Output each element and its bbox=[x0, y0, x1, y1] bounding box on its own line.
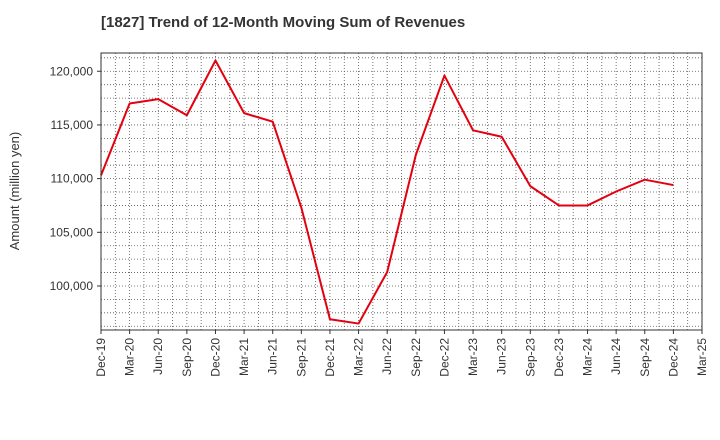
series-line bbox=[100, 59, 674, 325]
x-tick-label: Dec-24 bbox=[666, 338, 680, 377]
y-axis-ticks: 100,000 105,000 110,000 115,000 120,000 bbox=[50, 64, 101, 293]
x-tick-label: Dec-22 bbox=[437, 338, 451, 377]
plot-border bbox=[100, 52, 703, 331]
x-tick-label: Jun-23 bbox=[495, 338, 509, 375]
x-tick-label: Jun-22 bbox=[380, 338, 394, 375]
x-tick-label: Dec-19 bbox=[94, 338, 108, 377]
series-layer bbox=[100, 59, 674, 325]
x-tick-label: Sep-22 bbox=[409, 338, 423, 377]
y-tick-label: 110,000 bbox=[51, 172, 94, 186]
x-tick-label: Mar-23 bbox=[466, 338, 480, 376]
x-tick-label: Dec-21 bbox=[323, 338, 337, 377]
x-tick-label: Mar-20 bbox=[123, 338, 137, 376]
x-tick-label: Jun-21 bbox=[266, 338, 280, 375]
y-axis-label: Amount (million yen) bbox=[7, 132, 22, 251]
chart-title: [1827] Trend of 12-Month Moving Sum of R… bbox=[101, 14, 466, 31]
grid-lines bbox=[101, 53, 702, 330]
x-tick-label: Mar-24 bbox=[581, 338, 595, 376]
x-tick-label: Sep-20 bbox=[180, 338, 194, 377]
y-tick-label: 120,000 bbox=[50, 64, 94, 78]
x-axis-ticks: Dec-19 Mar-20 Jun-20 Sep-20 Dec-20 Mar-21 Jun-… bbox=[94, 330, 709, 377]
x-tick-label: Dec-20 bbox=[208, 338, 222, 377]
y-tick-label: 115,000 bbox=[51, 118, 94, 132]
x-tick-label: Sep-23 bbox=[523, 338, 537, 377]
y-tick-label: 105,000 bbox=[50, 225, 94, 239]
x-tick-label: Mar-22 bbox=[352, 338, 366, 376]
x-tick-label: Mar-25 bbox=[695, 338, 709, 376]
x-tick-label: Sep-21 bbox=[294, 338, 308, 377]
x-tick-label: Jun-24 bbox=[609, 338, 623, 375]
plot-frame bbox=[100, 52, 703, 331]
x-tick-label: Sep-24 bbox=[638, 338, 652, 377]
y-tick-label: 100,000 bbox=[50, 279, 94, 293]
x-tick-label: Jun-20 bbox=[151, 338, 165, 375]
x-tick-label: Mar-21 bbox=[237, 338, 251, 376]
x-tick-label: Dec-23 bbox=[552, 338, 566, 377]
